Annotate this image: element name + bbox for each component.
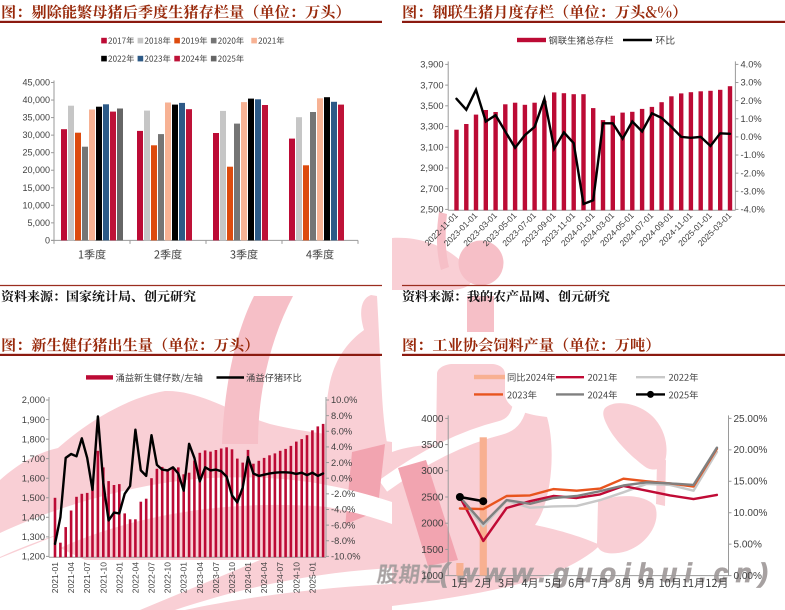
svg-text:8.0%: 8.0% bbox=[331, 411, 352, 421]
svg-text:3,500: 3,500 bbox=[420, 101, 443, 111]
svg-text:2.0%: 2.0% bbox=[331, 458, 352, 468]
svg-text:15,000: 15,000 bbox=[22, 183, 50, 193]
svg-text:10,000: 10,000 bbox=[22, 200, 50, 210]
svg-text:5,000: 5,000 bbox=[27, 218, 50, 228]
svg-text:-1.0%: -1.0% bbox=[741, 150, 765, 160]
svg-text:2024-01: 2024-01 bbox=[243, 562, 253, 593]
svg-text:45,000: 45,000 bbox=[22, 78, 50, 88]
svg-text:1,600: 1,600 bbox=[22, 473, 45, 483]
svg-text:2.0%: 2.0% bbox=[741, 96, 762, 106]
svg-text:2023-07: 2023-07 bbox=[211, 562, 221, 593]
svg-text:2023-10: 2023-10 bbox=[227, 562, 237, 593]
svg-text:2,500: 2,500 bbox=[420, 205, 443, 215]
svg-text:1500: 1500 bbox=[421, 545, 444, 556]
svg-text:1000: 1000 bbox=[421, 571, 444, 582]
svg-text:2021-04: 2021-04 bbox=[66, 562, 76, 593]
svg-text:4.0%: 4.0% bbox=[331, 442, 352, 452]
svg-text:2024-10: 2024-10 bbox=[291, 562, 301, 593]
svg-text:-8.0%: -8.0% bbox=[331, 536, 355, 546]
svg-text:1,900: 1,900 bbox=[22, 415, 45, 425]
svg-text:3,700: 3,700 bbox=[420, 80, 443, 90]
svg-text:5.00%: 5.00% bbox=[734, 540, 762, 551]
svg-text:4.0%: 4.0% bbox=[741, 60, 762, 70]
svg-text:3500: 3500 bbox=[421, 440, 444, 451]
svg-text:30,000: 30,000 bbox=[22, 130, 50, 140]
svg-text:6.0%: 6.0% bbox=[331, 426, 352, 436]
svg-text:4000: 4000 bbox=[421, 414, 444, 425]
svg-text:-2.0%: -2.0% bbox=[741, 168, 765, 178]
svg-text:2,700: 2,700 bbox=[420, 184, 443, 194]
svg-text:0: 0 bbox=[45, 235, 50, 245]
svg-text:3000: 3000 bbox=[421, 466, 444, 477]
svg-text:1.0%: 1.0% bbox=[741, 114, 762, 124]
svg-text:3.0%: 3.0% bbox=[741, 78, 762, 88]
svg-text:-4.0%: -4.0% bbox=[741, 205, 765, 215]
svg-text:10.0%: 10.0% bbox=[331, 395, 357, 405]
svg-text:2021-10: 2021-10 bbox=[98, 562, 108, 593]
svg-text:2024-07: 2024-07 bbox=[275, 562, 285, 593]
svg-text:(www.guoihui.cn): (www.guoihui.cn) bbox=[440, 558, 775, 588]
svg-text:10.00%: 10.00% bbox=[734, 508, 768, 519]
svg-text:2022-04: 2022-04 bbox=[130, 562, 140, 593]
svg-text:40,000: 40,000 bbox=[22, 95, 50, 105]
svg-text:3,100: 3,100 bbox=[420, 142, 443, 152]
svg-text:2024-04: 2024-04 bbox=[259, 562, 269, 593]
svg-text:2021-01: 2021-01 bbox=[50, 562, 60, 593]
svg-text:20,000: 20,000 bbox=[22, 165, 50, 175]
svg-text:2,000: 2,000 bbox=[22, 395, 45, 405]
svg-text:25,000: 25,000 bbox=[22, 148, 50, 158]
svg-text:0.0%: 0.0% bbox=[331, 473, 352, 483]
svg-text:-3.0%: -3.0% bbox=[741, 186, 765, 196]
svg-text:2022-10: 2022-10 bbox=[163, 562, 173, 593]
svg-text:2000: 2000 bbox=[421, 519, 444, 530]
svg-text:3,300: 3,300 bbox=[420, 122, 443, 132]
svg-text:-4.0%: -4.0% bbox=[331, 505, 355, 515]
svg-text:25.00%: 25.00% bbox=[734, 414, 768, 425]
svg-text:3,900: 3,900 bbox=[420, 60, 443, 70]
svg-text:15.00%: 15.00% bbox=[734, 477, 768, 488]
svg-text:-2.0%: -2.0% bbox=[331, 489, 355, 499]
svg-text:2025-01: 2025-01 bbox=[307, 562, 317, 593]
svg-text:2,900: 2,900 bbox=[420, 163, 443, 173]
svg-text:1,300: 1,300 bbox=[22, 532, 45, 542]
svg-text:1,800: 1,800 bbox=[22, 434, 45, 444]
svg-text:1,200: 1,200 bbox=[22, 552, 45, 562]
svg-text:2500: 2500 bbox=[421, 492, 444, 503]
svg-text:0.0%: 0.0% bbox=[741, 132, 762, 142]
svg-text:20.00%: 20.00% bbox=[734, 445, 768, 456]
svg-text:2022-01: 2022-01 bbox=[114, 562, 124, 593]
svg-text:1,400: 1,400 bbox=[22, 513, 45, 523]
svg-text:0.00%: 0.00% bbox=[734, 571, 762, 582]
svg-text:2022-07: 2022-07 bbox=[147, 562, 157, 593]
svg-text:2021-07: 2021-07 bbox=[82, 562, 92, 593]
svg-text:2023-04: 2023-04 bbox=[195, 562, 205, 593]
svg-text:-10.0%: -10.0% bbox=[331, 552, 360, 562]
svg-text:1,700: 1,700 bbox=[22, 454, 45, 464]
svg-text:2023-01: 2023-01 bbox=[179, 562, 189, 593]
svg-text:1,500: 1,500 bbox=[22, 493, 45, 503]
svg-text:35,000: 35,000 bbox=[22, 113, 50, 123]
svg-text:-6.0%: -6.0% bbox=[331, 520, 355, 530]
